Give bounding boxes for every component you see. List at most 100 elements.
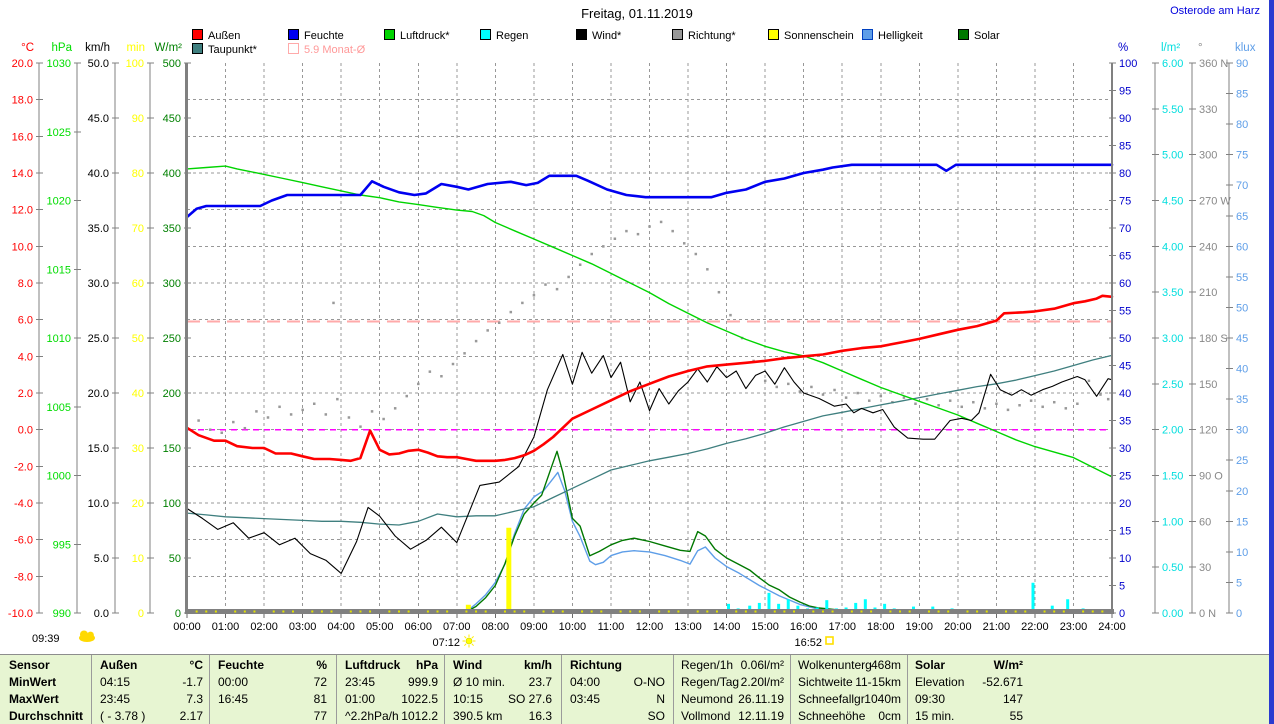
legend-label: Regen bbox=[496, 30, 529, 42]
table-cell-value: O-NO bbox=[633, 675, 665, 689]
svg-text:5: 5 bbox=[1236, 577, 1242, 589]
svg-text:1025: 1025 bbox=[47, 127, 71, 139]
svg-text:0: 0 bbox=[175, 608, 181, 620]
svg-text:6.0: 6.0 bbox=[18, 315, 33, 327]
legend-item-wind-: Wind* bbox=[576, 29, 621, 42]
table-cell-row: Luftdruck hPa bbox=[340, 657, 442, 673]
table-cell-label: Sensor bbox=[9, 658, 50, 672]
svg-text:0.50: 0.50 bbox=[1162, 562, 1183, 574]
legend-swatch bbox=[192, 29, 203, 40]
table-cell-label: Regen/Tag bbox=[681, 675, 740, 689]
x-tick-label: 17:00 bbox=[828, 621, 856, 633]
x-tick-label: 02:00 bbox=[250, 621, 278, 633]
table-cell-row: 04:00 O-NO bbox=[565, 674, 669, 690]
table-cell-row: Ø 10 min. 23.7 bbox=[448, 674, 556, 690]
svg-text:1000: 1000 bbox=[47, 471, 71, 483]
table-cell-value: 468m bbox=[870, 658, 901, 672]
svg-text:0.0: 0.0 bbox=[18, 425, 33, 437]
svg-text:80: 80 bbox=[1236, 119, 1248, 131]
morning-time-label: 09:39 bbox=[32, 633, 60, 645]
table-cell-value: 81 bbox=[313, 692, 327, 706]
svg-text:-8.0: -8.0 bbox=[14, 571, 33, 583]
table-cell-row: ( - 3.78 ) 2.17 bbox=[95, 708, 207, 724]
x-tick-label: 06:00 bbox=[404, 621, 432, 633]
svg-text:70: 70 bbox=[132, 223, 144, 235]
table-cell-row: Durchschnitt bbox=[4, 708, 88, 724]
svg-text:3.50: 3.50 bbox=[1162, 287, 1183, 299]
svg-text:1.00: 1.00 bbox=[1162, 516, 1183, 528]
sunset-icon bbox=[825, 636, 834, 645]
axis-unit-pct: % bbox=[1118, 42, 1128, 54]
table-cell-value: 72 bbox=[313, 675, 327, 689]
svg-text:45.0: 45.0 bbox=[88, 113, 109, 125]
svg-text:15: 15 bbox=[1119, 526, 1131, 538]
table-cell-row: 23:45 999.9 bbox=[340, 674, 442, 690]
svg-text:5: 5 bbox=[1119, 581, 1125, 593]
table-cell-label: Schneefallgr bbox=[798, 692, 865, 706]
svg-text:20.0: 20.0 bbox=[12, 58, 33, 70]
svg-text:50: 50 bbox=[1236, 302, 1248, 314]
table-divider bbox=[561, 655, 562, 724]
legend-swatch bbox=[288, 29, 299, 40]
svg-text:35: 35 bbox=[1119, 416, 1131, 428]
svg-text:995: 995 bbox=[53, 539, 71, 551]
cloud-icon bbox=[79, 630, 95, 642]
table-cell-row: 00:00 72 bbox=[213, 674, 331, 690]
series-solar bbox=[186, 450, 1113, 614]
table-cell-value: 77 bbox=[313, 709, 327, 723]
legend-item-helligkeit: Helligkeit bbox=[862, 29, 923, 42]
table-cell-label: Neumond bbox=[681, 692, 734, 706]
stats-table: Sensor MinWert MaxWert Durchschnitt Außen °C 0… bbox=[0, 654, 1274, 724]
svg-text:400: 400 bbox=[163, 168, 181, 180]
table-cell-label: MaxWert bbox=[9, 692, 59, 706]
table-cell-row: SO bbox=[565, 708, 669, 724]
x-tick-label: 07:00 bbox=[443, 621, 471, 633]
table-cell-value: 1012.2 bbox=[401, 709, 438, 723]
table-cell-label: Feuchte bbox=[218, 658, 265, 672]
gridlines bbox=[187, 63, 1112, 613]
table-cell-value: 1040m bbox=[864, 692, 901, 706]
svg-text:100: 100 bbox=[1119, 58, 1137, 70]
axis-unit-deg: ° bbox=[1198, 42, 1203, 54]
svg-text:300: 300 bbox=[163, 278, 181, 290]
table-cell-label: Außen bbox=[100, 658, 138, 672]
table-cell-row: Neumond 26.11.19 bbox=[676, 691, 788, 707]
x-tick-label: 16:00 bbox=[790, 621, 818, 633]
svg-text:25: 25 bbox=[1236, 455, 1248, 467]
svg-text:20: 20 bbox=[1119, 498, 1131, 510]
svg-text:4.00: 4.00 bbox=[1162, 241, 1183, 253]
svg-text:0: 0 bbox=[138, 608, 144, 620]
table-cell-row: MaxWert bbox=[4, 691, 88, 707]
table-cell-value: 0.06l/m² bbox=[740, 658, 784, 672]
table-cell-label: Vollmond bbox=[681, 709, 731, 723]
table-cell-row: Sichtweite 11-15km bbox=[793, 674, 905, 690]
table-cell-label: 23:45 bbox=[100, 692, 131, 706]
axis-deg: 0 N 30 60 90 O 120 150 180 S 210 240 270 W 300 330 3… bbox=[1189, 42, 1231, 620]
table-cell-label: 15 min. bbox=[915, 709, 955, 723]
table-cell-label: ^2.2hPa/h bbox=[345, 709, 399, 723]
table-cell-value: 2.20l/m² bbox=[740, 675, 784, 689]
table-cell-row: Richtung bbox=[565, 657, 669, 673]
svg-text:20.0: 20.0 bbox=[88, 388, 109, 400]
legend-item-regen: Regen bbox=[480, 29, 529, 42]
svg-text:14.0: 14.0 bbox=[12, 168, 33, 180]
svg-text:210: 210 bbox=[1199, 287, 1217, 299]
svg-text:55: 55 bbox=[1236, 272, 1248, 284]
svg-text:15.0: 15.0 bbox=[88, 443, 109, 455]
table-cell-value: 7.3 bbox=[186, 692, 203, 706]
axis-unit-hpa: hPa bbox=[52, 42, 73, 54]
table-cell-row: ^2.2hPa/h 1012.2 bbox=[340, 708, 442, 724]
legend-label: Richtung* bbox=[688, 30, 736, 42]
axis-unit-wm2: W/m² bbox=[155, 42, 183, 54]
svg-text:45: 45 bbox=[1236, 333, 1248, 345]
svg-text:16.0: 16.0 bbox=[12, 131, 33, 143]
table-cell-row: 15 min. 55 bbox=[910, 708, 1027, 724]
svg-text:2.00: 2.00 bbox=[1162, 425, 1183, 437]
svg-text:150: 150 bbox=[163, 443, 181, 455]
table-cell-row: Regen/Tag 2.20l/m² bbox=[676, 674, 788, 690]
sunset-time-label: 16:52 bbox=[794, 637, 822, 649]
table-cell-value: -1.7 bbox=[182, 675, 203, 689]
svg-text:1.50: 1.50 bbox=[1162, 471, 1183, 483]
table-cell-row: 03:45 N bbox=[565, 691, 669, 707]
svg-text:60: 60 bbox=[1119, 278, 1131, 290]
